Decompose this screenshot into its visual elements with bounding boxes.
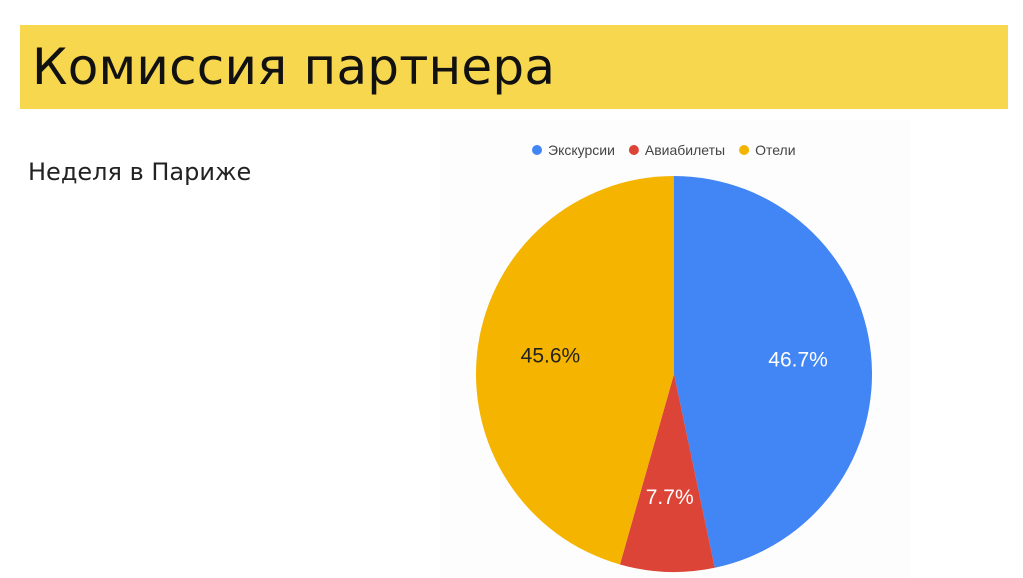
legend-marker-2 <box>628 145 639 155</box>
pie-slice-3 <box>476 176 674 565</box>
title-banner: Комиссия партнера <box>20 25 1008 109</box>
legend-label-2: Авиабилеты <box>645 142 725 158</box>
legend-marker-3 <box>739 145 750 155</box>
pie-data-label-1: 46.7% <box>768 349 828 372</box>
pie-slice-2 <box>619 374 715 572</box>
pie-slices <box>476 176 872 572</box>
legend-marker-1 <box>532 145 542 155</box>
slide-title: Комиссия партнера <box>32 38 556 96</box>
legend-label-3: Отели <box>755 142 795 158</box>
pie-data-label-2: 7.7% <box>646 486 694 509</box>
pie-chart-area: Экскурсии Авиабилеты Отели 46.7% 7.7% 45.6% <box>440 120 910 578</box>
pie-slice-1 <box>674 176 872 568</box>
legend-label-1: Экскурсии <box>548 142 615 158</box>
chart-legend: Экскурсии Авиабилеты Отели <box>532 142 796 158</box>
pie-chart: Экскурсии Авиабилеты Отели 46.7% 7.7% 45.6% <box>476 142 872 572</box>
slide-subtitle: Неделя в Париже <box>28 158 252 186</box>
pie-data-labels: 46.7% 7.7% 45.6% <box>521 344 828 509</box>
pie-data-label-3: 45.6% <box>521 344 581 367</box>
